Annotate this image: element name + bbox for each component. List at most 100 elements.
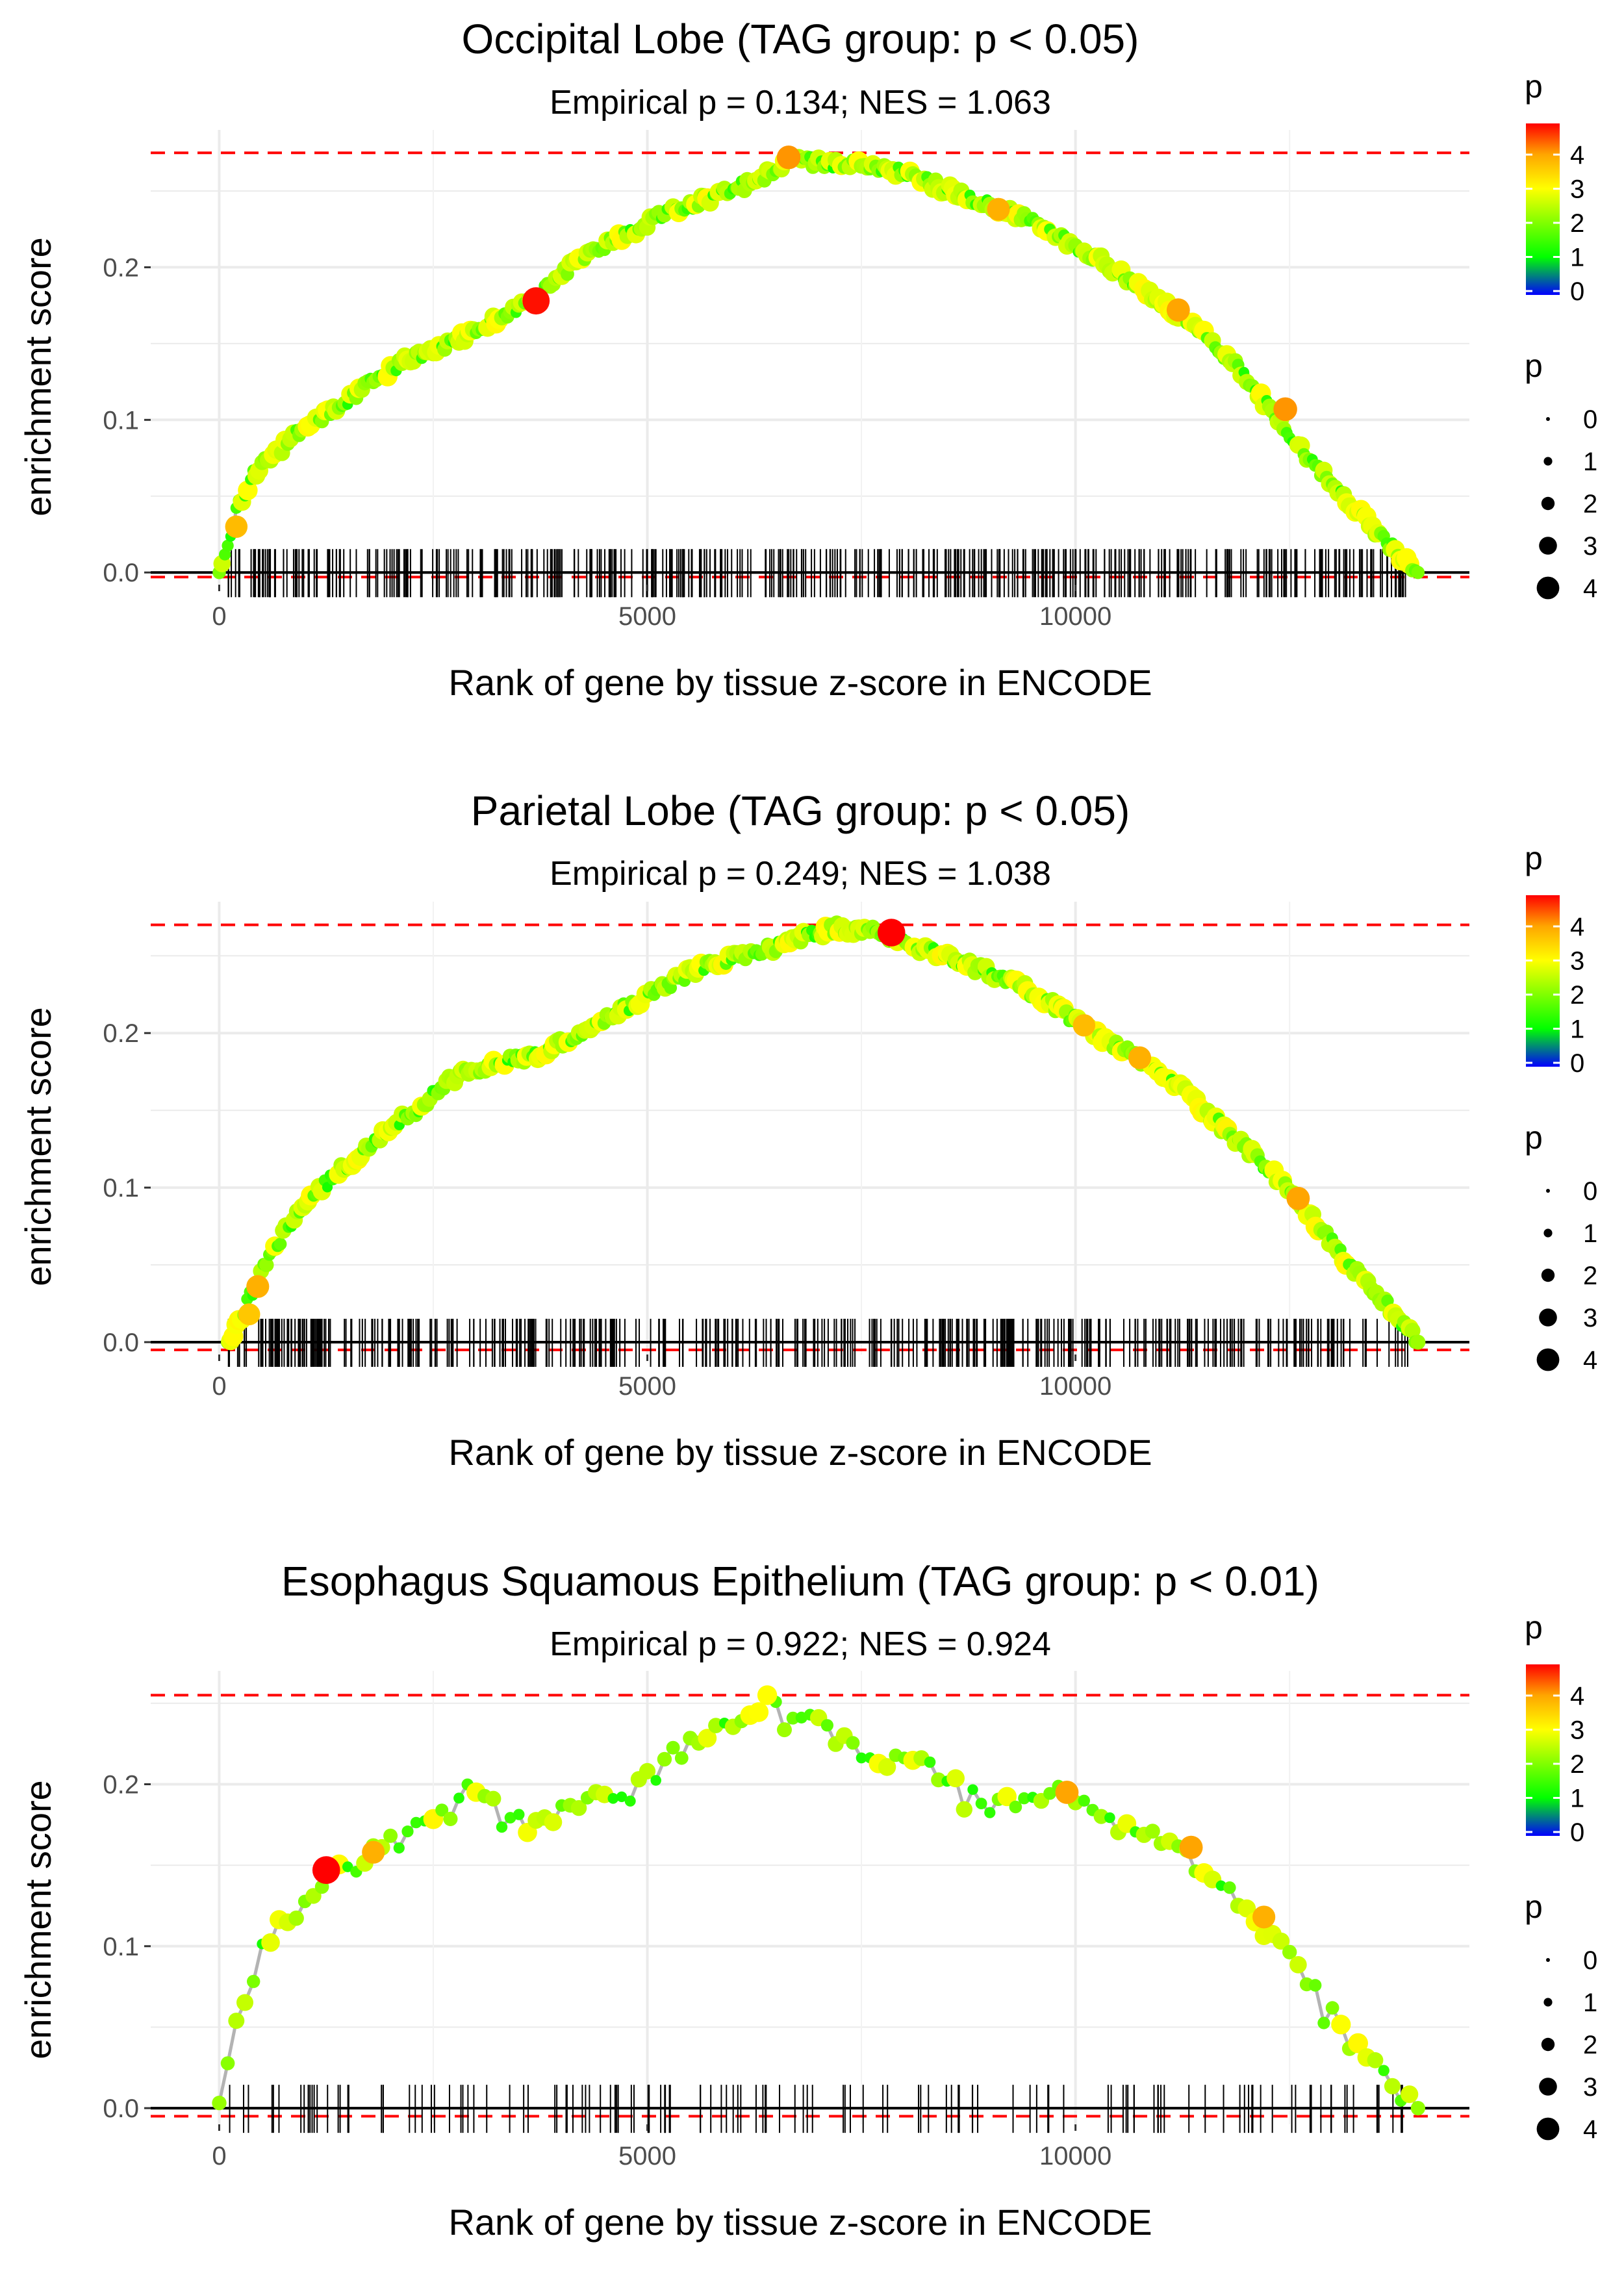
highlight-point xyxy=(1273,397,1297,422)
gene-point xyxy=(383,1828,398,1843)
gene-point xyxy=(261,1933,280,1952)
size-legend-label: 2 xyxy=(1583,1262,1597,1290)
gene-point xyxy=(435,1803,449,1817)
gene-point xyxy=(485,1790,501,1807)
size-legend-dot xyxy=(1536,2117,1560,2141)
panel-3: Esophagus Squamous Epithelium (TAG group… xyxy=(18,1558,1597,2243)
gene-point xyxy=(1325,2001,1339,2015)
y-tick-label: 0.1 xyxy=(103,1174,139,1202)
panel-2: Parietal Lobe (TAG group: p < 0.05) Empi… xyxy=(18,787,1597,1473)
gene-point xyxy=(1093,1809,1109,1824)
color-legend-label: 4 xyxy=(1570,1682,1584,1711)
gene-point xyxy=(674,1751,689,1765)
gene-point xyxy=(453,1792,464,1804)
size-legend-label: 1 xyxy=(1583,448,1597,476)
gene-point xyxy=(1223,1881,1236,1894)
highlight-point xyxy=(1166,298,1190,322)
gene-point xyxy=(1289,1956,1307,1974)
gene-point xyxy=(624,1795,636,1807)
size-legend-dot xyxy=(1539,1308,1557,1327)
size-legend-label: 3 xyxy=(1583,2073,1597,2102)
gene-point xyxy=(1401,2085,1419,2104)
size-legend-dot xyxy=(1543,1228,1553,1238)
gene-point xyxy=(504,1812,516,1824)
panel-1-title: Occipital Lobe (TAG group: p < 0.05) xyxy=(462,16,1139,62)
color-legend-label: 4 xyxy=(1570,913,1584,941)
panel-1-plot: 0 5000 10000 0.0 0.1 0.2 xyxy=(103,130,1469,631)
size-legend-label: 2 xyxy=(1583,490,1597,518)
gene-point xyxy=(342,1861,353,1872)
gene-point xyxy=(410,1816,422,1829)
gene-point xyxy=(856,1752,867,1764)
size-legend-label: 4 xyxy=(1583,574,1597,603)
color-legend-label: 1 xyxy=(1570,1015,1584,1044)
size-legend-label: 1 xyxy=(1583,1219,1597,1248)
color-bar xyxy=(1526,1664,1560,1836)
size-legend-label: 1 xyxy=(1583,1989,1597,2017)
gene-point xyxy=(1078,1794,1091,1807)
gene-point xyxy=(878,1758,896,1776)
gene-point xyxy=(1410,1334,1426,1350)
gene-point xyxy=(616,1791,628,1802)
gene-point xyxy=(1317,2016,1330,2029)
gene-points xyxy=(212,146,1425,579)
color-legend-label: 1 xyxy=(1570,244,1584,272)
size-legend-label: 2 xyxy=(1583,2031,1597,2059)
gene-point xyxy=(1009,1800,1022,1814)
highlight-point xyxy=(362,1840,385,1864)
color-legend-label: 3 xyxy=(1570,1716,1584,1745)
gene-point xyxy=(1331,2015,1351,2035)
color-legend-label: 2 xyxy=(1570,981,1584,1010)
y-tick-label: 0.0 xyxy=(103,559,139,587)
size-legend-label: 4 xyxy=(1583,2115,1597,2144)
x-tick-label: 5000 xyxy=(618,1372,676,1401)
size-legend-dot xyxy=(1541,496,1555,511)
gene-point xyxy=(236,1994,253,2011)
highlight-point xyxy=(757,1685,778,1705)
gene-point xyxy=(1411,566,1425,579)
gene-point xyxy=(288,1910,304,1926)
y-tick-label: 0.1 xyxy=(103,406,139,435)
y-tick-label: 0.2 xyxy=(103,1019,139,1048)
gene-point xyxy=(1104,1812,1115,1824)
panel-1-x-axis-title: Rank of gene by tissue z-score in ENCODE xyxy=(448,662,1152,703)
gene-point xyxy=(997,1787,1017,1807)
color-legend-label: 3 xyxy=(1570,947,1584,976)
panel-1-legend: p 4 3 2 1 0 p 0 1 2 3 4 xyxy=(1525,68,1597,603)
highlight-point xyxy=(1179,1835,1203,1859)
size-legend-dot xyxy=(1541,1268,1555,1282)
size-legend-dot xyxy=(1536,1348,1560,1371)
gene-point xyxy=(1282,1944,1297,1960)
gene-point xyxy=(748,1702,769,1722)
color-legend-label: 2 xyxy=(1570,209,1584,238)
panel-1-subtitle: Empirical p = 0.134; NES = 1.063 xyxy=(550,84,1051,121)
color-legend-label: 0 xyxy=(1570,1818,1584,1847)
gene-point xyxy=(1348,2033,1369,2054)
highlight-point xyxy=(225,515,248,538)
gene-point xyxy=(570,1800,587,1816)
gene-point xyxy=(657,1751,672,1767)
panel-1: Occipital Lobe (TAG group: p < 0.05) Emp… xyxy=(18,16,1597,703)
color-legend-title: p xyxy=(1525,1609,1543,1646)
x-tick-label: 5000 xyxy=(618,2142,676,2170)
highlight-point xyxy=(1128,1046,1152,1069)
color-legend-label: 3 xyxy=(1570,175,1584,204)
highlight-point xyxy=(1072,1014,1096,1037)
gene-point xyxy=(273,1238,287,1251)
y-tick-label: 0.2 xyxy=(103,253,139,282)
panel-2-y-axis-title: enrichment score xyxy=(18,1007,58,1286)
gene-point xyxy=(222,539,234,552)
size-legend-label: 0 xyxy=(1583,1177,1597,1206)
gene-point xyxy=(1367,2052,1384,2068)
size-legend-dot xyxy=(1543,1998,1553,2007)
highlight-point xyxy=(238,1303,260,1326)
gene-point xyxy=(956,1801,973,1818)
gene-point xyxy=(544,1813,563,1831)
gene-point xyxy=(924,1756,936,1768)
size-legend-dot xyxy=(1539,537,1557,555)
color-legend-label: 0 xyxy=(1570,1049,1584,1078)
highlight-point xyxy=(1252,1905,1276,1929)
size-legend-title: p xyxy=(1525,1889,1543,1925)
